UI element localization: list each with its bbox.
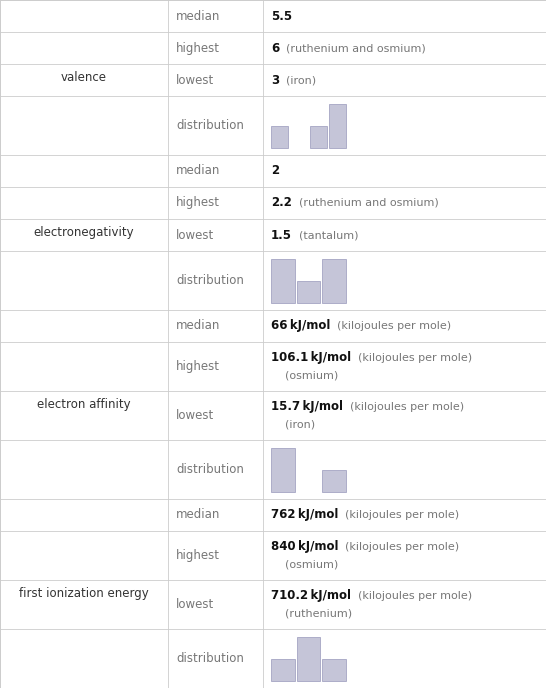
Bar — [296, 281, 321, 303]
Text: median: median — [176, 164, 221, 178]
Text: (ruthenium and osmium): (ruthenium and osmium) — [292, 198, 438, 208]
Text: (iron): (iron) — [285, 420, 315, 429]
Text: 66 kJ/mol: 66 kJ/mol — [271, 319, 330, 332]
Text: (ruthenium): (ruthenium) — [285, 608, 352, 619]
Text: (kilojoules per mole): (kilojoules per mole) — [339, 510, 460, 520]
Text: (kilojoules per mole): (kilojoules per mole) — [339, 541, 460, 552]
Bar — [271, 448, 295, 492]
Text: median: median — [176, 319, 221, 332]
Bar — [322, 259, 346, 303]
Text: lowest: lowest — [176, 598, 214, 611]
Text: (osmium): (osmium) — [285, 559, 339, 570]
Bar — [271, 259, 295, 303]
Text: 710.2 kJ/mol: 710.2 kJ/mol — [271, 590, 351, 602]
Text: lowest: lowest — [176, 409, 214, 422]
Text: valence: valence — [61, 71, 107, 84]
Text: highest: highest — [176, 360, 220, 373]
Text: lowest: lowest — [176, 74, 214, 87]
Text: distribution: distribution — [176, 652, 244, 665]
Bar — [310, 126, 327, 148]
Bar — [329, 104, 346, 148]
Text: lowest: lowest — [176, 228, 214, 241]
Text: (tantalum): (tantalum) — [292, 230, 359, 240]
Bar — [271, 659, 295, 681]
Text: (kilojoules per mole): (kilojoules per mole) — [343, 402, 464, 411]
Text: (kilojoules per mole): (kilojoules per mole) — [351, 352, 472, 363]
Text: 840 kJ/mol: 840 kJ/mol — [271, 540, 339, 553]
Text: distribution: distribution — [176, 463, 244, 476]
Text: distribution: distribution — [176, 274, 244, 287]
Text: 1.5: 1.5 — [271, 228, 292, 241]
Text: electronegativity: electronegativity — [34, 226, 134, 239]
Text: 2: 2 — [271, 164, 279, 178]
Text: 2.2: 2.2 — [271, 197, 292, 209]
Text: distribution: distribution — [176, 119, 244, 132]
Text: 3: 3 — [271, 74, 279, 87]
Text: (ruthenium and osmium): (ruthenium and osmium) — [279, 43, 426, 53]
Bar — [296, 637, 321, 681]
Text: median: median — [176, 10, 221, 23]
Text: 106.1 kJ/mol: 106.1 kJ/mol — [271, 351, 351, 364]
Text: electron affinity: electron affinity — [37, 398, 131, 411]
Text: (osmium): (osmium) — [285, 370, 339, 380]
Text: 6: 6 — [271, 41, 279, 54]
Text: first ionization energy: first ionization energy — [19, 587, 149, 600]
Bar — [322, 659, 346, 681]
Text: 762 kJ/mol: 762 kJ/mol — [271, 508, 339, 522]
Text: (kilojoules per mole): (kilojoules per mole) — [330, 321, 452, 331]
Bar — [271, 126, 288, 148]
Text: (iron): (iron) — [279, 75, 316, 85]
Text: highest: highest — [176, 197, 220, 209]
Text: highest: highest — [176, 549, 220, 562]
Text: 5.5: 5.5 — [271, 10, 292, 23]
Text: (kilojoules per mole): (kilojoules per mole) — [351, 591, 472, 601]
Bar — [322, 470, 346, 492]
Text: highest: highest — [176, 41, 220, 54]
Text: median: median — [176, 508, 221, 522]
Text: 15.7 kJ/mol: 15.7 kJ/mol — [271, 400, 343, 413]
